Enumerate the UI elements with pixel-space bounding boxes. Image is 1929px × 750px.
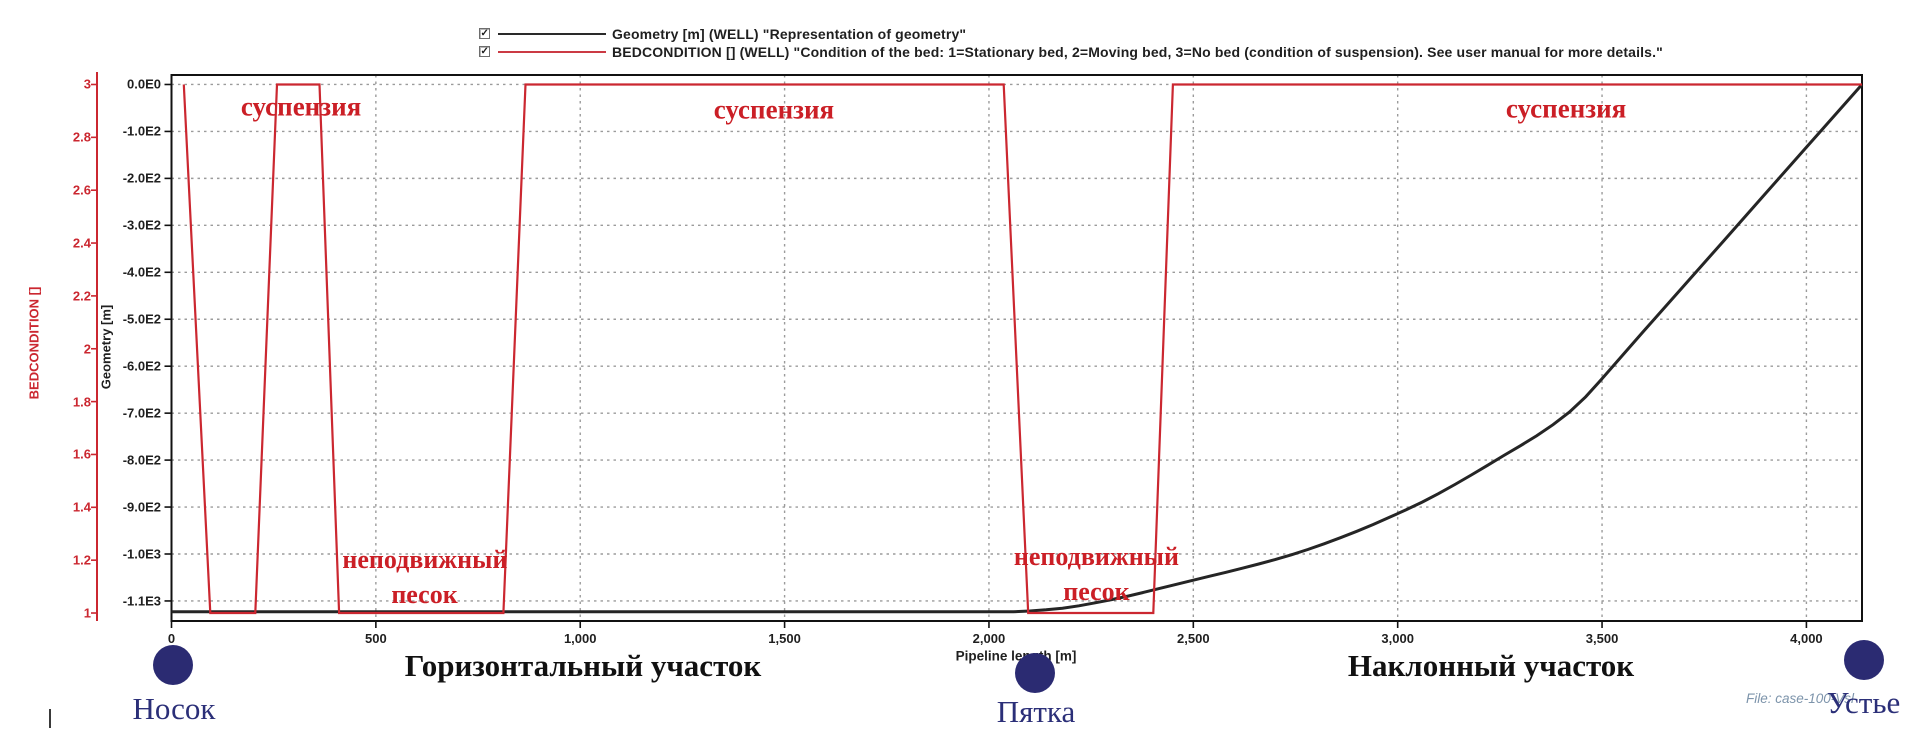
- bedcondition-tick-label: 1: [83, 605, 91, 621]
- annotation-песок: песок: [391, 580, 458, 610]
- x-tick-label: 500: [365, 630, 387, 646]
- geometry-tick-label: -3.0E2: [122, 217, 161, 233]
- bedcondition-tick-label: 2: [83, 341, 91, 357]
- bedcondition-tick-label: 2.2: [72, 288, 91, 304]
- bedcondition-line-sample-icon: [498, 50, 606, 53]
- x-tick-label: 0: [167, 630, 176, 646]
- geometry-tick-label: -7.0E2: [122, 405, 161, 421]
- legend-label-geometry: Geometry [m] (WELL) "Representation of g…: [612, 26, 967, 42]
- geometry-tick-label: -6.0E2: [122, 358, 161, 374]
- bedcondition-visibility-checkbox[interactable]: ✓: [479, 45, 490, 57]
- checkmark-icon: ✓: [480, 28, 489, 39]
- geometry-tick-label: -1.0E2: [122, 123, 161, 139]
- heel-marker-dot: [1015, 653, 1055, 693]
- wellhead-marker-dot: [1844, 639, 1884, 680]
- annotation-суспензия: суспензия: [240, 91, 362, 122]
- bedcondition-tick-label: 1.2: [72, 552, 91, 568]
- geometry-line-sample-icon: [498, 33, 606, 36]
- x-tick-label: 4,000: [1790, 630, 1823, 646]
- x-tick-label: 2,500: [1177, 630, 1210, 646]
- wellhead-marker-label: Устье: [1826, 685, 1901, 720]
- x-axis-title: Pipeline length [m]: [955, 648, 1077, 664]
- bedcondition-tick-label: 2.8: [72, 129, 91, 145]
- bedcondition-tick-label: 1.8: [72, 394, 91, 410]
- annotation-неподвижный: неподвижный: [342, 544, 508, 574]
- section-label-horizontal: Горизонтальный участок: [404, 648, 762, 683]
- toe-marker-label: Носок: [132, 690, 216, 726]
- plot-border: [170, 74, 1863, 622]
- series-line-geometry: [171, 83, 1864, 614]
- series-line-bedcondition: [182, 83, 1862, 615]
- section-label-inclined: Наклонный участок: [1347, 648, 1635, 683]
- geometry-axis-title: Geometry [m]: [98, 304, 114, 390]
- stray-cursor-bar: [49, 709, 51, 728]
- file-name-label: File: case-100-Vsl: [1746, 691, 1855, 706]
- geometry-tick-label: -5.0E2: [122, 311, 161, 327]
- annotation-песок: песок: [1063, 576, 1130, 606]
- bedcondition-tick-label: 2.4: [72, 235, 91, 251]
- bedcondition-tick-label: 2.6: [72, 182, 91, 198]
- geometry-tick-label: -9.0E2: [122, 499, 161, 515]
- bedcondition-axis-title: BEDCONDITION []: [26, 286, 42, 400]
- annotation-суспензия: суспензия: [713, 94, 835, 125]
- geometry-visibility-checkbox[interactable]: ✓: [479, 28, 490, 39]
- x-tick-label: 1,500: [768, 630, 801, 646]
- geometry-tick-label: -1.1E3: [122, 593, 161, 609]
- geometry-tick-label: -8.0E2: [122, 452, 161, 468]
- x-tick-label: 3,000: [1381, 630, 1414, 646]
- heel-marker-label: Пятка: [996, 694, 1076, 730]
- x-tick-label: 1,000: [563, 630, 597, 646]
- bedcondition-tick-label: 3: [83, 76, 91, 92]
- x-tick-label: 3,500: [1585, 630, 1619, 646]
- checkmark-icon: ✓: [480, 45, 489, 57]
- bedcondition-tick-label: 1.6: [72, 446, 91, 462]
- geometry-tick-label: 0.0E0: [127, 76, 161, 92]
- geometry-tick-label: -4.0E2: [122, 264, 161, 280]
- x-tick-label: 2,000: [972, 630, 1006, 646]
- geometry-tick-label: -1.0E3: [122, 546, 161, 562]
- toe-marker-dot: [152, 644, 193, 685]
- bedcondition-tick-label: 1.4: [72, 499, 91, 515]
- legend-label-bedcondition: BEDCONDITION [] (WELL) "Condition of the…: [612, 43, 1663, 60]
- annotation-неподвижный: неподвижный: [1013, 541, 1179, 571]
- geometry-tick-label: -2.0E2: [122, 170, 161, 186]
- annotation-суспензия: суспензия: [1505, 93, 1627, 124]
